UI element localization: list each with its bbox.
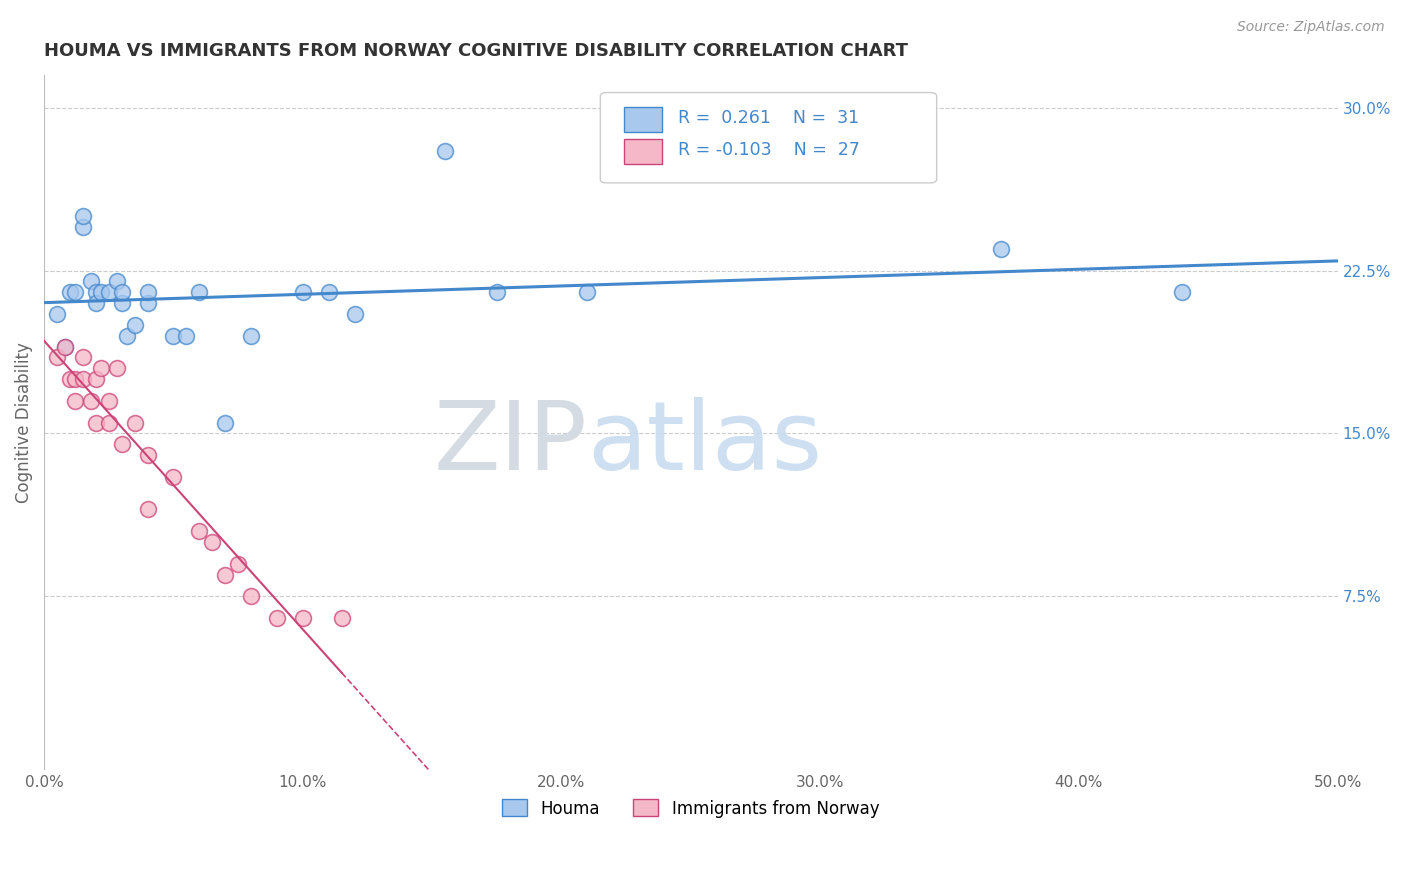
Point [111, 285, 134, 300]
Point [201, 535, 224, 549]
Point [330, 611, 353, 625]
Point [188, 285, 211, 300]
Point [72, 210, 94, 224]
Text: ZIP: ZIP [433, 397, 588, 490]
FancyBboxPatch shape [600, 93, 936, 183]
Point [124, 416, 146, 430]
Point [136, 502, 159, 516]
Point [59, 285, 82, 300]
Point [105, 275, 128, 289]
Point [79, 275, 101, 289]
Bar [624, 107, 662, 132]
Point [105, 361, 128, 376]
Point [59, 372, 82, 386]
Point [990, 242, 1012, 256]
Point [136, 285, 159, 300]
Point [115, 328, 138, 343]
Point [90, 361, 112, 376]
Point [111, 437, 134, 451]
Point [124, 318, 146, 332]
Point [291, 285, 314, 300]
Point [84, 285, 107, 300]
Point [240, 589, 263, 603]
Point [63, 285, 86, 300]
Point [72, 372, 94, 386]
Point [79, 393, 101, 408]
Legend: Houma, Immigrants from Norway: Houma, Immigrants from Norway [496, 793, 886, 824]
Point [63, 393, 86, 408]
Point [46, 351, 69, 365]
Point [343, 307, 366, 321]
Y-axis label: Cognitive Disability: Cognitive Disability [15, 343, 32, 503]
Point [226, 557, 249, 571]
Point [63, 372, 86, 386]
Point [162, 470, 184, 484]
Point [176, 328, 198, 343]
Point [485, 285, 508, 300]
Point [162, 328, 184, 343]
Point [1171, 285, 1194, 300]
Point [136, 296, 159, 310]
Point [318, 285, 340, 300]
Point [46, 307, 69, 321]
Point [434, 145, 457, 159]
Point [90, 285, 112, 300]
Point [240, 328, 263, 343]
Point [111, 296, 134, 310]
Point [84, 296, 107, 310]
Text: HOUMA VS IMMIGRANTS FROM NORWAY COGNITIVE DISABILITY CORRELATION CHART: HOUMA VS IMMIGRANTS FROM NORWAY COGNITIV… [44, 42, 908, 60]
Point [72, 351, 94, 365]
Point [266, 611, 288, 625]
Text: Source: ZipAtlas.com: Source: ZipAtlas.com [1237, 20, 1385, 34]
Point [97, 393, 120, 408]
Point [188, 524, 211, 538]
Text: R =  0.261    N =  31: R = 0.261 N = 31 [678, 110, 859, 128]
Bar [624, 139, 662, 164]
Point [576, 285, 599, 300]
Point [291, 611, 314, 625]
Text: R = -0.103    N =  27: R = -0.103 N = 27 [678, 141, 860, 160]
Text: atlas: atlas [588, 397, 823, 490]
Point [53, 340, 76, 354]
Point [84, 372, 107, 386]
Point [53, 340, 76, 354]
Point [84, 416, 107, 430]
Point [214, 416, 236, 430]
Point [72, 220, 94, 235]
Point [97, 285, 120, 300]
Point [97, 416, 120, 430]
Point [136, 448, 159, 462]
Point [214, 567, 236, 582]
